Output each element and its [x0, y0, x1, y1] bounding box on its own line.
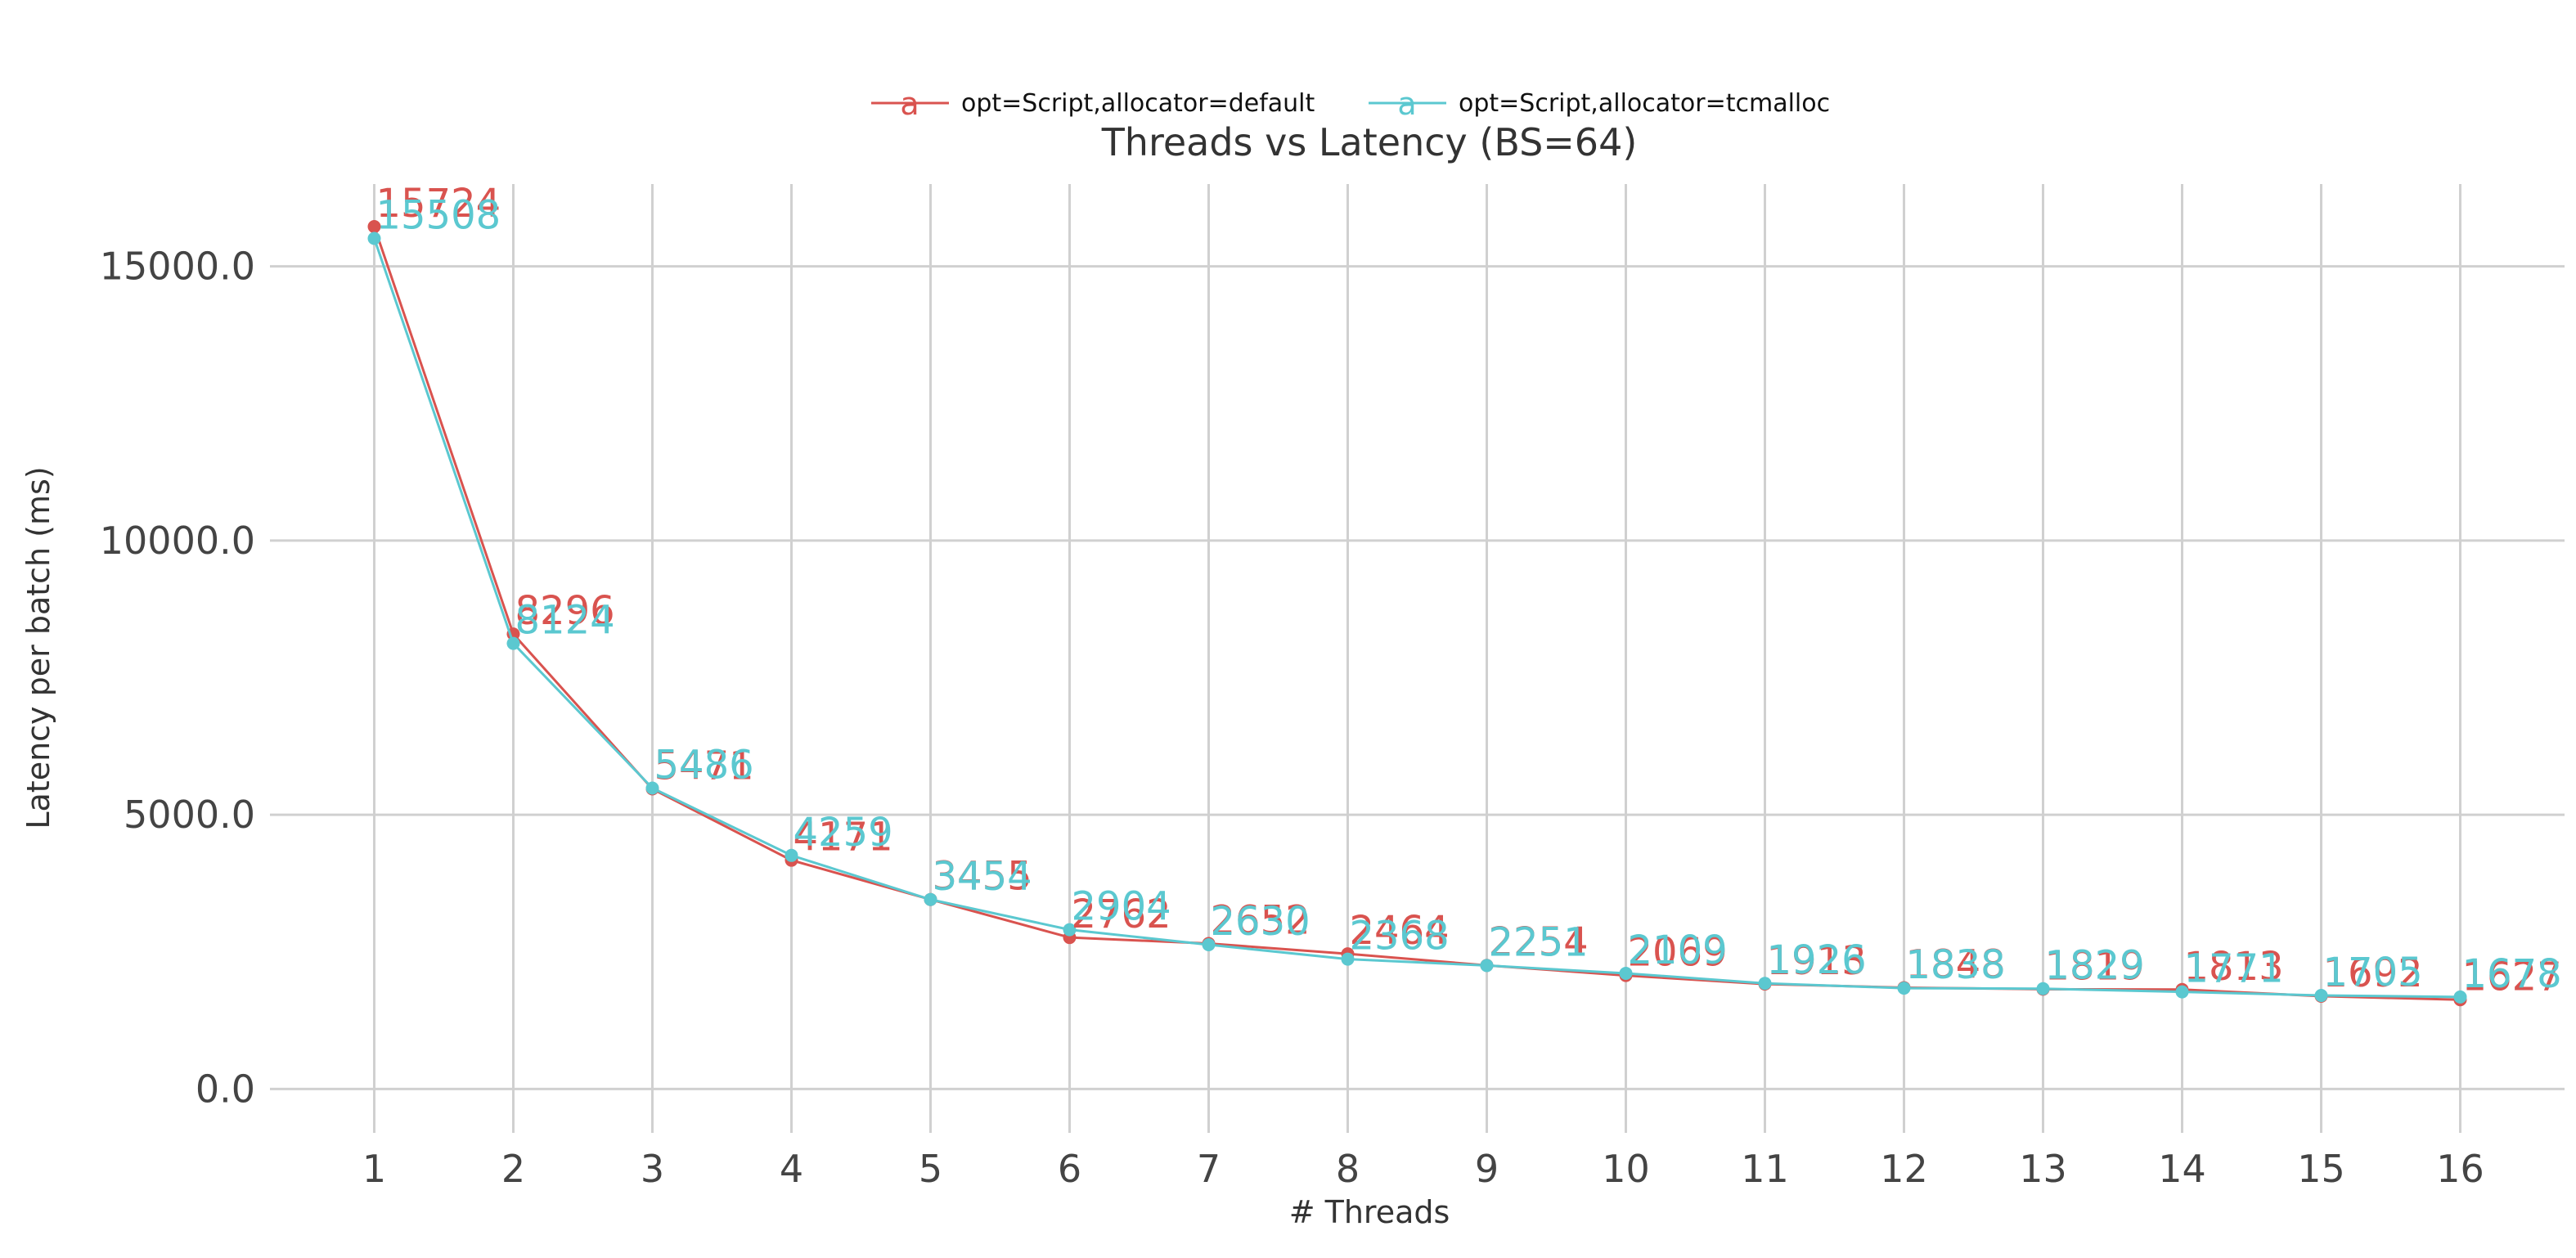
x-tick-label: 7	[1197, 1147, 1221, 1191]
data-label: 2762	[1072, 892, 1171, 937]
x-tick-label: 14	[2158, 1147, 2206, 1191]
data-point	[1341, 952, 1355, 966]
data-label: 5486	[654, 743, 754, 788]
y-tick-label: 0.0	[196, 1067, 255, 1111]
x-tick-label: 5	[919, 1147, 942, 1191]
data-point	[1480, 959, 1494, 973]
x-tick-label: 9	[1475, 1147, 1499, 1191]
x-tick-label: 2	[501, 1147, 525, 1191]
y-tick-label: 5000.0	[124, 793, 255, 837]
legend-label-default: opt=Script,allocator=default	[961, 89, 1315, 118]
data-label: 2251	[1489, 919, 1589, 965]
x-tick-label: 13	[2019, 1147, 2067, 1191]
x-tick-label: 15	[2297, 1147, 2345, 1191]
data-label: 4259	[793, 810, 893, 856]
grid	[270, 184, 2565, 1133]
x-tick-label: 4	[780, 1147, 803, 1191]
legend: a opt=Script,allocator=default a opt=Scr…	[871, 86, 1830, 122]
data-label: 1678	[2462, 951, 2562, 997]
data-point	[2314, 989, 2328, 1003]
data-label: 1692	[2323, 950, 2423, 996]
x-tick-label: 16	[2436, 1147, 2484, 1191]
x-axis-ticks: 1 2 3 4 5 6 7 8 9 10 11 12 13 14 15 16	[362, 1147, 2484, 1191]
data-labels-layer: 15724 8296 5471 4171 3455 2762 2652 2464 2254 206…	[376, 181, 2562, 1000]
data-label: 1705	[2323, 950, 2423, 995]
data-point	[367, 231, 381, 245]
data-point	[645, 781, 659, 795]
data-point	[2453, 990, 2467, 1004]
legend-glyph-default: a	[900, 86, 919, 122]
data-point	[1758, 977, 1772, 991]
data-label: 15724	[376, 181, 501, 227]
x-axis-label: # Threads	[1289, 1194, 1450, 1230]
data-label: 1838	[1906, 942, 2006, 988]
series-line-1	[373, 238, 2461, 999]
data-label: 1813	[2184, 944, 2284, 990]
x-tick-label: 8	[1336, 1147, 1360, 1191]
data-label: 2652	[1211, 898, 1310, 944]
data-point	[1202, 938, 1216, 952]
x-tick-label: 12	[1880, 1147, 1928, 1191]
data-point	[1619, 966, 1633, 980]
y-axis-ticks: 0.0 5000.0 10000.0 15000.0	[100, 245, 255, 1112]
data-point	[784, 848, 798, 862]
data-label: 2069	[1628, 930, 1728, 976]
data-label: 1819	[2045, 943, 2145, 989]
data-label: 2254	[1489, 919, 1589, 965]
x-tick-label: 10	[1602, 1147, 1650, 1191]
data-label: 1627	[2462, 954, 2562, 1000]
data-label: 4171	[793, 815, 893, 860]
data-label: 3455	[933, 854, 1032, 900]
data-point	[2175, 985, 2189, 999]
data-label: 15508	[376, 193, 501, 239]
data-label: 2368	[1350, 914, 1450, 959]
data-label: 2464	[1350, 908, 1450, 954]
data-point	[1897, 982, 1911, 995]
data-point	[367, 220, 381, 234]
x-tick-label: 3	[641, 1147, 664, 1191]
y-axis-label: Latency per batch (ms)	[20, 466, 56, 829]
data-label: 8124	[515, 598, 615, 644]
data-label: 3454	[933, 854, 1032, 900]
data-label: 2109	[1628, 928, 1728, 973]
legend-label-tcmalloc: opt=Script,allocator=tcmalloc	[1459, 89, 1830, 118]
data-label: 8296	[515, 588, 615, 634]
data-point	[506, 636, 520, 650]
chart-title: Threads vs Latency (BS=64)	[1101, 120, 1638, 164]
data-label: 5471	[654, 744, 754, 789]
data-point	[2036, 982, 2050, 995]
series-line-0	[373, 226, 2461, 1001]
y-tick-label: 15000.0	[100, 245, 255, 289]
data-label: 1926	[1767, 937, 1867, 983]
x-tick-label: 1	[362, 1147, 386, 1191]
data-label: 2904	[1072, 884, 1171, 930]
x-tick-label: 11	[1741, 1147, 1789, 1191]
data-label: 1848	[1906, 941, 2006, 987]
legend-glyph-tcmalloc: a	[1397, 86, 1416, 122]
data-point	[1063, 923, 1077, 937]
data-label: 1913	[1767, 938, 1867, 984]
data-point	[924, 892, 937, 906]
series-layer	[367, 220, 2467, 1007]
y-tick-label: 10000.0	[100, 519, 255, 563]
data-label: 1829	[2045, 943, 2145, 989]
data-label: 1771	[2184, 946, 2284, 992]
x-tick-label: 6	[1058, 1147, 1081, 1191]
data-label: 2630	[1211, 899, 1310, 945]
